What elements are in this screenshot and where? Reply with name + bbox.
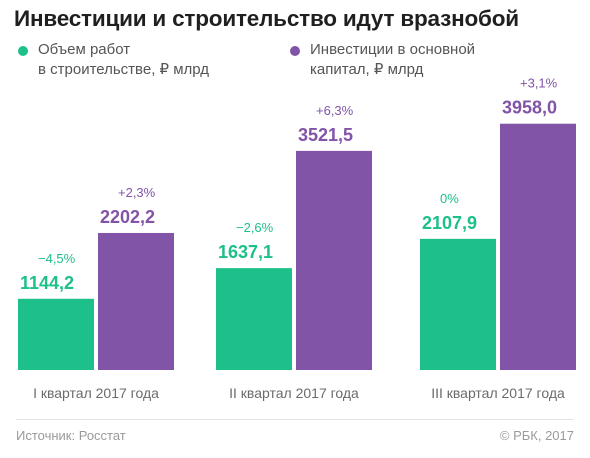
legend-label-construction: Объем работ в строительстве, ₽ млрд: [38, 41, 210, 78]
legend-swatch-investment: [290, 46, 300, 56]
change-label-construction-q3: 0%: [440, 191, 459, 206]
change-label-investment-q2: +6,3%: [316, 103, 354, 118]
category-label-q1: I квартал 2017 года: [33, 385, 159, 401]
change-label-investment-q3: +3,1%: [520, 76, 558, 91]
change-label-construction-q2: −2,6%: [236, 220, 274, 235]
bar-construction-q2: [216, 268, 292, 370]
value-label-construction-q3: 2107,9: [422, 213, 477, 233]
bar-investment-q2: [296, 150, 372, 370]
category-label-q3: III квартал 2017 года: [431, 385, 565, 401]
value-label-investment-q2: 3521,5: [298, 125, 353, 145]
footer-divider: [16, 419, 574, 420]
bar-construction-q1: [18, 298, 94, 370]
bar-construction-q3: [420, 238, 496, 370]
chart-title: Инвестиции и строительство идут вразнобо…: [14, 6, 519, 31]
value-label-construction-q1: 1144,2: [20, 273, 74, 293]
value-label-construction-q2: 1637,1: [218, 242, 273, 262]
change-label-construction-q1: −4,5%: [38, 251, 76, 266]
legend-label-investment: Инвестиции в основной капитал, ₽ млрд: [310, 41, 476, 78]
bar-investment-q3: [500, 123, 576, 370]
value-label-investment-q1: 2202,2: [100, 207, 155, 227]
value-label-investment-q3: 3958,0: [502, 98, 557, 118]
source-note: Источник: Росстат: [16, 428, 126, 443]
legend-swatch-construction: [18, 46, 28, 56]
copyright-note: © РБК, 2017: [499, 428, 574, 443]
change-label-investment-q1: +2,3%: [118, 185, 156, 200]
bar-investment-q1: [98, 232, 174, 370]
category-label-q2: II квартал 2017 года: [229, 385, 359, 401]
